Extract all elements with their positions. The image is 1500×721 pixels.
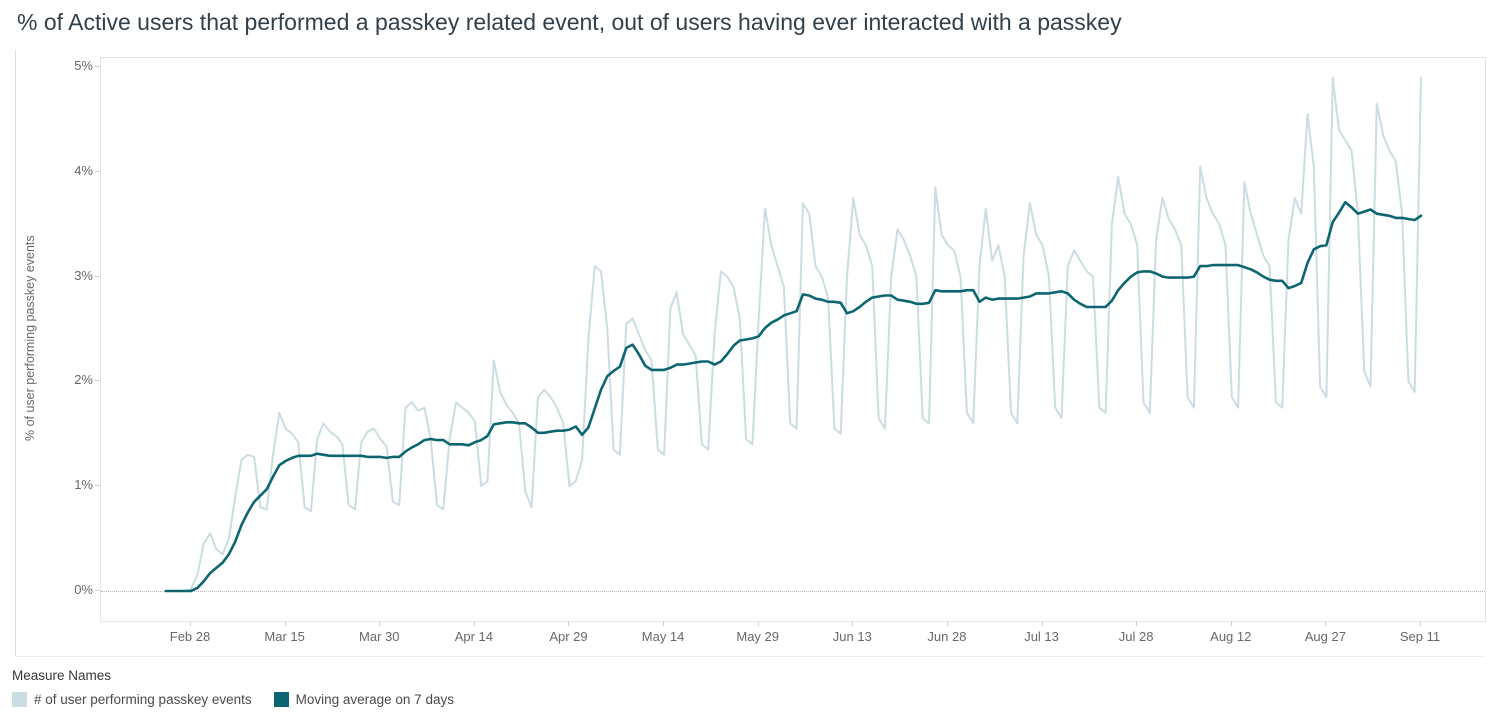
x-axis-tick-mark bbox=[379, 621, 381, 626]
x-axis-tick-mark bbox=[757, 621, 759, 626]
legend-item-label: Moving average on 7 days bbox=[295, 692, 454, 707]
x-axis-tick-label: May 14 bbox=[641, 629, 685, 644]
daily-series-swatch bbox=[12, 692, 27, 707]
x-axis-tick-mark bbox=[190, 621, 192, 626]
x-axis-tick-label: Apr 14 bbox=[454, 629, 494, 644]
x-axis-tick-label: Feb 28 bbox=[169, 629, 211, 644]
plot-area[interactable] bbox=[100, 57, 1486, 622]
y-axis-tick-mark bbox=[95, 66, 100, 67]
x-axis-tick-mark bbox=[1230, 621, 1232, 626]
y-axis-tick-label: 5% bbox=[74, 58, 93, 73]
x-axis-tick-mark bbox=[663, 621, 665, 626]
x-axis-tick-label: Jun 13 bbox=[832, 629, 872, 644]
x-axis-tick-label: May 29 bbox=[736, 629, 780, 644]
daily-series-line[interactable] bbox=[164, 76, 1422, 592]
x-axis-tick-mark bbox=[473, 621, 475, 626]
zero-gridline bbox=[101, 591, 1485, 592]
x-axis-tick-mark bbox=[1136, 621, 1138, 626]
y-axis-tick-label: 3% bbox=[74, 267, 93, 283]
legend: Measure Names # of user performing passk… bbox=[12, 668, 454, 707]
x-axis-tick-label: Jul 13 bbox=[1024, 629, 1059, 644]
x-axis-tick-mark bbox=[284, 621, 286, 626]
y-axis-tick-label: 4% bbox=[74, 162, 93, 178]
x-axis-tick-label: Mar 30 bbox=[359, 629, 400, 644]
y-axis-tick-mark bbox=[95, 485, 100, 487]
y-axis-tick-label: 0% bbox=[74, 582, 93, 597]
moving-average-line[interactable] bbox=[164, 200, 1423, 593]
y-axis-tick-mark bbox=[95, 170, 100, 172]
y-axis-tick-label: 2% bbox=[74, 372, 93, 388]
x-axis-tick-mark bbox=[852, 621, 854, 626]
x-axis-tick-label: Jul 28 bbox=[1118, 629, 1154, 644]
x-axis-tick-label: Jun 28 bbox=[927, 629, 967, 644]
viz-left-border bbox=[15, 50, 16, 656]
y-axis-tick-label: 1% bbox=[74, 477, 93, 493]
line-chart bbox=[164, 76, 1423, 593]
x-axis-tick-label: Aug 27 bbox=[1304, 629, 1346, 644]
moving-average-swatch bbox=[273, 692, 289, 707]
y-axis-tick-mark bbox=[95, 275, 100, 277]
x-axis-tick-mark bbox=[946, 621, 948, 626]
x-axis-tick-mark bbox=[1420, 621, 1421, 626]
legend-item-daily-series[interactable]: # of user performing passkey events bbox=[12, 692, 252, 707]
legend-item-moving-average[interactable]: Moving average on 7 days bbox=[273, 692, 454, 707]
x-axis-tick-mark bbox=[568, 621, 570, 626]
x-axis-tick-label: Sep 11 bbox=[1399, 629, 1441, 644]
y-axis-tick-mark bbox=[95, 590, 100, 591]
x-axis-tick-mark bbox=[1041, 621, 1043, 626]
x-axis-tick-label: Apr 29 bbox=[549, 629, 588, 644]
legend-item-label: # of user performing passkey events bbox=[34, 692, 252, 707]
x-axis-tick-mark bbox=[1325, 621, 1327, 626]
y-axis-tick-mark bbox=[95, 380, 100, 382]
legend-title: Measure Names bbox=[12, 668, 112, 683]
y-axis-title: % of user performing passkey events bbox=[23, 235, 37, 442]
viz-bottom-border bbox=[15, 656, 1484, 657]
x-axis-tick-label: Aug 12 bbox=[1210, 629, 1252, 644]
x-axis-tick-label: Mar 15 bbox=[264, 629, 305, 644]
legend-items: # of user performing passkey events Movi… bbox=[12, 692, 454, 707]
chart-title: % of Active users that performed a passk… bbox=[17, 9, 1122, 35]
